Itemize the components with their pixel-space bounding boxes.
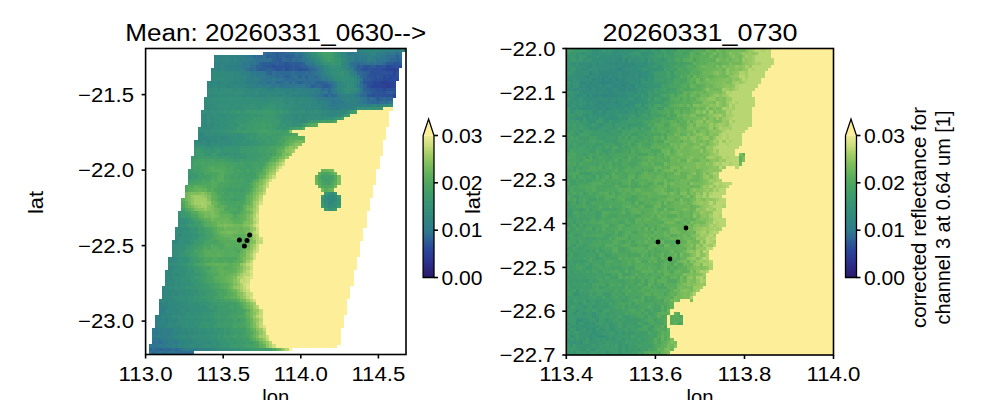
- svg-text:lat: lat: [462, 191, 484, 214]
- svg-text:114.0: 114.0: [274, 363, 328, 385]
- svg-text:20260331_0730: 20260331_0730: [602, 20, 797, 46]
- svg-text:113.0: 113.0: [119, 363, 173, 385]
- svg-text:113.4: 113.4: [539, 363, 593, 385]
- svg-text:−22.5: −22.5: [500, 257, 556, 279]
- svg-text:114.0: 114.0: [807, 363, 861, 385]
- svg-text:corrected reflectance for: corrected reflectance for: [908, 107, 930, 328]
- svg-text:0.02: 0.02: [864, 172, 905, 194]
- svg-text:−22.6: −22.6: [500, 300, 556, 322]
- svg-text:−23.0: −23.0: [78, 310, 134, 332]
- svg-text:0.01: 0.01: [864, 219, 905, 241]
- svg-text:lon: lon: [686, 386, 713, 400]
- svg-text:−22.1: −22.1: [500, 82, 556, 104]
- svg-text:0.01: 0.01: [442, 219, 483, 241]
- svg-text:113.5: 113.5: [196, 363, 250, 385]
- svg-text:0.03: 0.03: [442, 125, 483, 147]
- svg-text:−22.2: −22.2: [500, 125, 556, 147]
- svg-text:113.6: 113.6: [628, 363, 682, 385]
- svg-text:0.00: 0.00: [864, 267, 905, 289]
- svg-text:−21.5: −21.5: [78, 84, 134, 106]
- svg-text:−22.5: −22.5: [78, 235, 134, 257]
- svg-text:0.02: 0.02: [442, 172, 483, 194]
- svg-text:114.5: 114.5: [351, 363, 405, 385]
- svg-text:−22.0: −22.0: [500, 38, 556, 60]
- svg-text:lon: lon: [262, 386, 289, 400]
- svg-text:0.03: 0.03: [864, 125, 905, 147]
- svg-text:Mean: 20260331_0630-->: Mean: 20260331_0630-->: [125, 20, 426, 46]
- svg-text:−22.3: −22.3: [500, 169, 556, 191]
- svg-text:channel 3 at 0.64 um [1]: channel 3 at 0.64 um [1]: [932, 111, 954, 325]
- svg-text:−22.0: −22.0: [78, 159, 134, 181]
- svg-text:0.00: 0.00: [442, 267, 483, 289]
- svg-text:lat: lat: [25, 191, 47, 214]
- svg-text:−22.4: −22.4: [500, 213, 556, 235]
- svg-text:113.8: 113.8: [718, 363, 772, 385]
